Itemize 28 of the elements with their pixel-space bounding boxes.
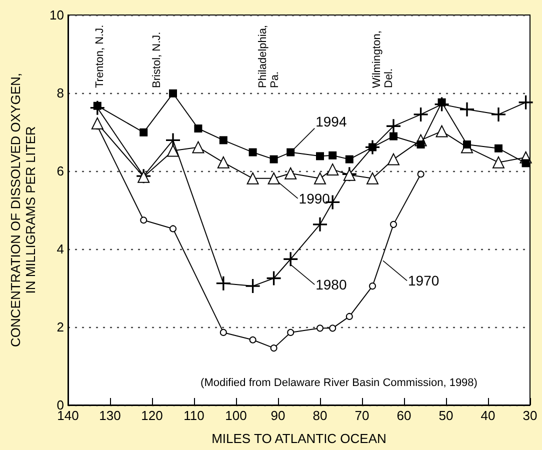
x-tick-label: 120 <box>141 408 163 423</box>
x-axis-title: MILES TO ATLANTIC OCEAN <box>212 431 386 446</box>
annotation: Philadelphia, Pa. <box>257 25 281 88</box>
y-tick-label: 0 <box>56 398 64 412</box>
annotation: 1970 <box>408 272 440 289</box>
annotation: Trenton, N.J. <box>94 24 106 88</box>
x-tick-label: 90 <box>270 408 286 423</box>
x-tick-label: 110 <box>184 408 204 423</box>
x-tick-label: 30 <box>522 408 538 423</box>
y-tick-label: 10 <box>50 8 64 22</box>
annotation: 1990 <box>298 190 330 206</box>
annotation: 1980 <box>316 276 347 293</box>
x-tick-label: 130 <box>99 408 121 423</box>
x-tick-label: 60 <box>396 408 412 423</box>
annotation: 1994 <box>316 113 347 130</box>
annotation: (Modified from Delaware River Basin Commission, 1998) <box>200 377 478 389</box>
x-tick-label: 70 <box>354 408 370 423</box>
y-tick-label: 6 <box>56 164 64 178</box>
x-tick-label: 40 <box>480 408 496 423</box>
x-tick-label: 100 <box>225 408 247 423</box>
x-tick-label: 80 <box>312 408 328 423</box>
y-tick-label: 4 <box>56 242 64 256</box>
y-tick-label: 2 <box>56 320 64 334</box>
y-axis-title: CONCENTRATION OF DISSOLVED OXYGEN, IN MILLIGRAMS PER LITER <box>8 73 38 347</box>
x-tick-label: 50 <box>438 408 454 423</box>
annotation: Bristol, N.J. <box>151 32 163 88</box>
y-tick-label: 8 <box>56 86 64 100</box>
annotation: Wilmington, Del. <box>371 30 395 88</box>
